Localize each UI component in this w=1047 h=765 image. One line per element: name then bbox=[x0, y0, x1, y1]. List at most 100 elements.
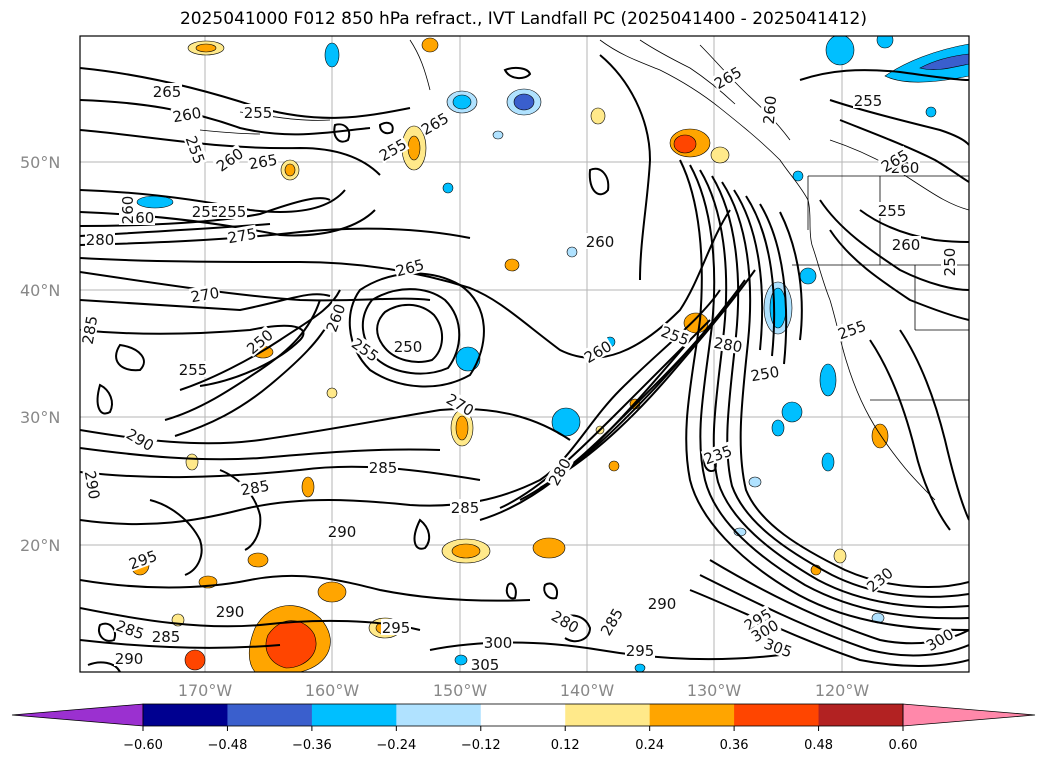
svg-text:255: 255 bbox=[192, 203, 221, 221]
colorbar-segment bbox=[396, 704, 482, 726]
svg-text:285: 285 bbox=[152, 628, 181, 646]
lon-label-140w: 140°W bbox=[560, 681, 615, 700]
svg-text:280: 280 bbox=[86, 231, 115, 249]
colorbar-tick-label: 0.12 bbox=[551, 738, 580, 753]
colorbar-tick-label: −0.48 bbox=[208, 738, 248, 753]
contour-label: 255 bbox=[191, 203, 221, 221]
colorbar-tick-label: −0.24 bbox=[376, 738, 416, 753]
contour-label: 305 bbox=[470, 656, 500, 674]
lon-label-120w: 120°W bbox=[815, 681, 870, 700]
svg-text:290: 290 bbox=[115, 650, 144, 668]
svg-text:290: 290 bbox=[216, 603, 245, 621]
map-title: 2025041000 F012 850 hPa refract., IVT La… bbox=[179, 9, 867, 29]
svg-text:255: 255 bbox=[244, 104, 273, 122]
contour-label: 285 bbox=[151, 628, 181, 646]
contour-label: 285 bbox=[368, 459, 398, 477]
colorbar-segment bbox=[649, 704, 735, 726]
contour-label: 280 bbox=[712, 333, 745, 357]
svg-text:285: 285 bbox=[79, 314, 102, 345]
svg-text:295: 295 bbox=[382, 619, 411, 637]
contour-label: 275 bbox=[225, 224, 258, 247]
lon-label-170w: 170°W bbox=[178, 681, 233, 700]
contour-label: 260 bbox=[891, 236, 921, 254]
svg-text:255: 255 bbox=[854, 92, 883, 110]
contour-label: 255 bbox=[877, 202, 907, 220]
svg-text:265: 265 bbox=[247, 151, 278, 174]
svg-text:260: 260 bbox=[586, 233, 615, 251]
lat-label-20: 20°N bbox=[20, 536, 60, 555]
colorbar-extend-low bbox=[11, 703, 144, 727]
contour-label: 265 bbox=[246, 150, 279, 174]
contour-label: 290 bbox=[114, 650, 144, 668]
svg-text:285: 285 bbox=[239, 477, 270, 500]
lat-label-40: 40°N bbox=[20, 281, 60, 300]
colorbar-tick-label: 0.24 bbox=[635, 738, 664, 753]
contour-label: 285 bbox=[238, 476, 271, 500]
svg-text:255: 255 bbox=[218, 203, 247, 221]
svg-text:290: 290 bbox=[81, 469, 104, 500]
svg-text:290: 290 bbox=[648, 595, 677, 613]
colorbar-tick-label: −0.36 bbox=[292, 738, 332, 753]
colorbar-tick-label: −0.12 bbox=[461, 738, 501, 753]
lat-label-30: 30°N bbox=[20, 408, 60, 427]
lon-label-130w: 130°W bbox=[687, 681, 742, 700]
svg-text:285: 285 bbox=[369, 459, 398, 477]
svg-text:295: 295 bbox=[626, 642, 655, 660]
contour-label: 290 bbox=[327, 523, 357, 541]
svg-text:260: 260 bbox=[892, 236, 921, 254]
colorbar: −0.60 −0.48 −0.36 −0.24 −0.12 0.12 0.24 0.36 0.4… bbox=[11, 703, 1036, 753]
svg-text:300: 300 bbox=[484, 634, 513, 652]
svg-text:280: 280 bbox=[712, 334, 743, 357]
colorbar-segment bbox=[480, 704, 566, 726]
svg-text:255: 255 bbox=[179, 361, 208, 379]
svg-text:305: 305 bbox=[471, 656, 500, 674]
contour-label: 260 bbox=[585, 233, 615, 251]
contour-label: 290 bbox=[647, 595, 677, 613]
colorbar-segment bbox=[818, 704, 904, 726]
contour-label: 255 bbox=[853, 92, 883, 110]
svg-text:260: 260 bbox=[119, 196, 137, 225]
contour-label: 295 bbox=[125, 546, 160, 573]
contour-label: 255 bbox=[217, 203, 247, 221]
svg-text:250: 250 bbox=[394, 338, 423, 356]
colorbar-segment bbox=[565, 704, 651, 726]
colorbar-tick-label: 0.36 bbox=[720, 738, 749, 753]
svg-text:250: 250 bbox=[941, 248, 959, 277]
contour-label: 260 bbox=[170, 103, 203, 127]
map-frame bbox=[80, 36, 969, 672]
contour-label: 265 bbox=[152, 83, 182, 101]
lon-label-150w: 150°W bbox=[433, 681, 488, 700]
colorbar-tick-label: −0.60 bbox=[123, 738, 163, 753]
lat-label-50: 50°N bbox=[20, 153, 60, 172]
contour-label: 295 bbox=[381, 619, 411, 637]
colorbar-outline bbox=[142, 703, 904, 727]
svg-text:270: 270 bbox=[189, 284, 220, 307]
contour-label: 255 bbox=[243, 104, 273, 122]
contour-label: 250 bbox=[748, 362, 781, 386]
svg-text:265: 265 bbox=[153, 83, 182, 101]
contour-label: 290 bbox=[215, 603, 245, 621]
colorbar-segment bbox=[227, 704, 313, 726]
contour-label: 285 bbox=[450, 499, 480, 517]
svg-text:285: 285 bbox=[451, 499, 480, 517]
contour-label: 260 bbox=[759, 94, 780, 126]
contour-label: 290 bbox=[81, 468, 104, 501]
svg-text:255: 255 bbox=[878, 202, 907, 220]
colorbar-segment bbox=[143, 704, 228, 726]
colorbar-extend-high bbox=[902, 703, 1036, 727]
contour-label: 260 bbox=[119, 195, 137, 225]
svg-text:260: 260 bbox=[760, 95, 780, 125]
colorbar-segment bbox=[311, 704, 397, 726]
contour-label: 280 bbox=[85, 231, 115, 249]
contour-label: 285 bbox=[79, 313, 102, 346]
coastlines bbox=[199, 39, 969, 501]
svg-text:250: 250 bbox=[749, 363, 780, 386]
svg-text:290: 290 bbox=[328, 523, 357, 541]
colorbar-segment bbox=[734, 704, 820, 726]
map-border bbox=[79, 35, 970, 673]
svg-text:260: 260 bbox=[171, 104, 202, 127]
contour-label: 255 bbox=[178, 361, 208, 379]
contour-label: 250 bbox=[393, 338, 423, 356]
